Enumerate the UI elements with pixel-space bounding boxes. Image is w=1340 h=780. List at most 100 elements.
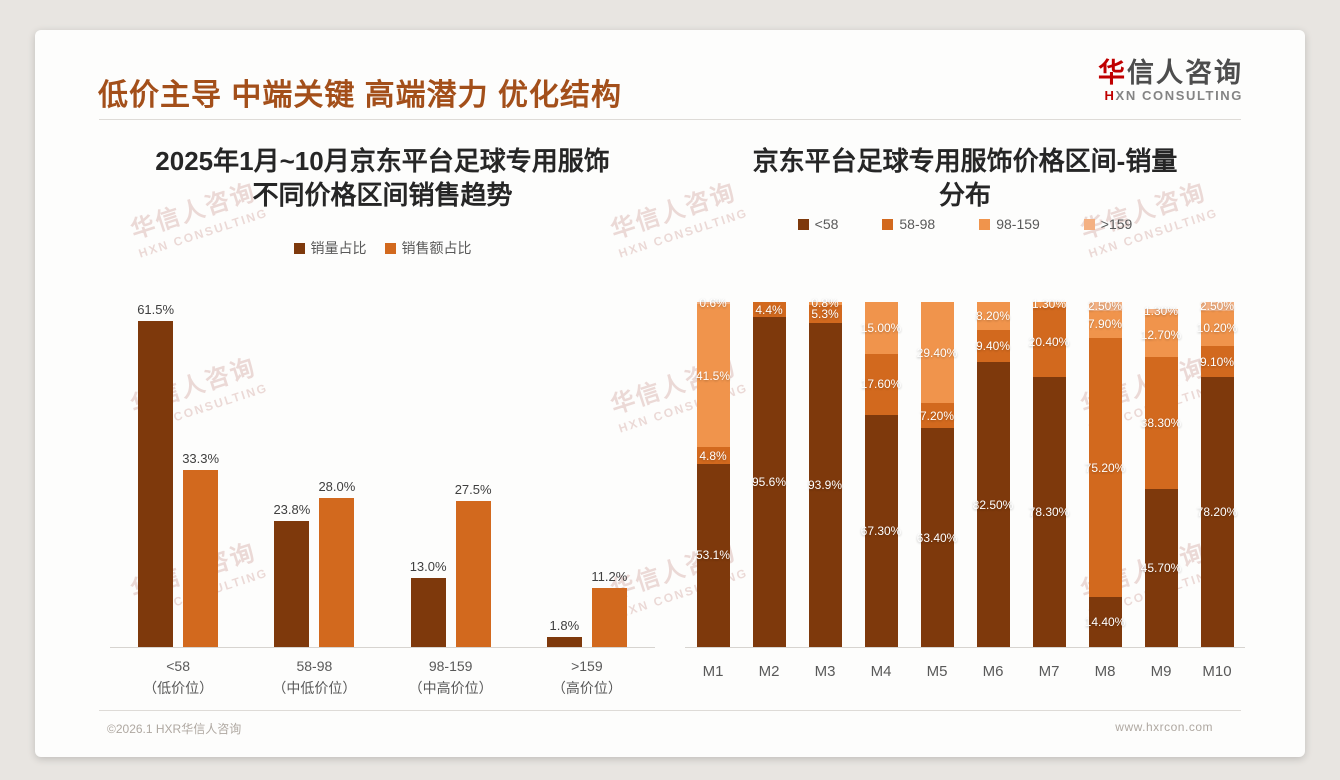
legend-label: 销售额占比: [401, 240, 472, 256]
left-chart-plot: 61.5% 33.3% 23.8% 28.0% 13.0% 27.5% 1.8% 11.2%: [110, 301, 655, 648]
month-label: M6: [982, 663, 1004, 680]
segment-value-label: 5.3%: [811, 306, 839, 321]
segment-<58: 95.6%: [752, 317, 786, 647]
left-chart-x-axis: <58 （低价位） 58-98 （中低价位） 98-159 （中高价位） >159 （高价位）: [110, 656, 655, 699]
logo-en-rest: XN CONSULTING: [1115, 88, 1243, 104]
segment-58-98: 9.10%: [1200, 345, 1234, 378]
category-label-range: >159: [571, 658, 603, 674]
segment-98-159: 1.30%: [1032, 297, 1066, 311]
stacked-bar: 63.40% 7.20% 29.40%: [917, 302, 957, 647]
segment-<58: 78.20%: [1197, 377, 1237, 647]
month-label: M3: [814, 663, 836, 680]
month-label: M4: [870, 663, 892, 680]
segment-98-159: 29.40%: [917, 302, 957, 404]
slide-card: 华信人咨询 HXN CONSULTING 华信人咨询 HXN CONSULTING 华信…: [35, 30, 1305, 757]
segment-98-159: 41.5%: [696, 304, 730, 448]
bar-value-label: 28.0%: [318, 479, 356, 495]
page-title: 低价主导 中端关键 高端潜力 优化结构: [98, 79, 623, 112]
segment-value-label: 1.30%: [1031, 297, 1067, 312]
segment-<58: 14.40%: [1085, 597, 1125, 647]
segment-value-label: 1.30%: [1143, 304, 1179, 319]
bar-value-label: 11.2%: [591, 568, 628, 584]
logo-cn-rest: 信人咨询: [1127, 58, 1243, 88]
logo-cn-red: 华: [1098, 58, 1127, 88]
month-label: M7: [1038, 663, 1060, 680]
stacked-bar-slot: 93.9% 5.3% 0.8%: [797, 296, 853, 647]
stacked-bar-slot: 67.30% 17.60% 15.00%: [853, 302, 909, 647]
legend-swatch: [979, 218, 991, 230]
legend-item: 98-159: [979, 216, 1040, 232]
segment-value-label: 17.60%: [860, 377, 902, 392]
legend-label: 98-159: [996, 216, 1040, 232]
stacked-bar-slot: 63.40% 7.20% 29.40%: [909, 302, 965, 647]
stacked-bar: 78.30% 20.40% 1.30%: [1029, 297, 1069, 647]
month-label: M5: [926, 663, 948, 680]
bar-销量占比: 23.8%: [273, 502, 310, 647]
bar-value-label: 33.3%: [182, 451, 220, 467]
segment-<58: 93.9%: [808, 323, 842, 647]
stacked-bar-slot: 14.40% 75.20% 7.90% 2.50%: [1077, 299, 1133, 647]
stacked-bar: 67.30% 17.60% 15.00%: [861, 302, 901, 647]
month-label: M10: [1202, 663, 1232, 680]
category-label: <58 （低价位）: [110, 656, 246, 699]
bar-销售额占比: 28.0%: [318, 479, 355, 647]
right-chart-title-line1: 京东平台足球专用服饰价格区间-销量: [752, 146, 1178, 176]
segment-value-label: 78.20%: [1196, 505, 1238, 520]
legend-item: 销售额占比: [384, 238, 472, 258]
right-chart-plot: 53.1% 4.8% 41.5% 0.6% 95.6% 4.4% 93.9% 5.3% 0.8%…: [685, 296, 1245, 648]
segment-<58: 63.40%: [917, 428, 957, 647]
segment-58-98: 17.60%: [861, 354, 901, 415]
segment-58-98: 4.8%: [696, 447, 730, 464]
legend-swatch: [797, 218, 809, 230]
bar-group: 61.5% 33.3%: [110, 301, 246, 647]
category-label-tier: （低价位）: [143, 679, 214, 696]
category-label-tier: （高价位）: [551, 679, 622, 696]
segment-value-label: 10.20%: [1196, 321, 1238, 336]
legend-label: >159: [1100, 216, 1133, 232]
segment-98-159: 7.90%: [1087, 310, 1123, 338]
legend-item: >159: [1083, 216, 1133, 232]
legend-item: 58-98: [882, 216, 935, 232]
category-label-range: 58-98: [296, 658, 333, 674]
bar-group: 1.8% 11.2%: [519, 303, 655, 647]
legend-swatch: [1083, 218, 1095, 230]
segment-value-label: 14.40%: [1084, 615, 1126, 630]
segment-value-label: 0.8%: [811, 296, 839, 311]
legend-item: <58: [797, 216, 838, 232]
legend-swatch: [882, 218, 894, 230]
segment-value-label: 15.00%: [860, 321, 902, 336]
segment-value-label: 45.70%: [1140, 561, 1182, 576]
bar-value-label: 61.5%: [137, 301, 175, 317]
segment-58-98: 20.40%: [1029, 306, 1069, 377]
segment-98-159: 15.00%: [861, 302, 901, 355]
watermark-subtext: HXN CONSULTING: [1086, 205, 1220, 261]
legend-swatch: [384, 242, 396, 254]
category-label: 58-98 （中低价位）: [246, 656, 382, 699]
segment-value-label: 63.40%: [916, 530, 958, 545]
footer-divider: [99, 710, 1241, 711]
stacked-bar-slot: 53.1% 4.8% 41.5% 0.6%: [685, 296, 741, 647]
segment-value-label: 78.30%: [1028, 504, 1070, 519]
stacked-bar-slot: 78.20% 9.10% 10.20% 2.50%: [1189, 299, 1245, 647]
left-chart-title: 2025年1月~10月京东平台足球专用服饰 不同价格区间销售趋势: [105, 144, 660, 213]
month-label: M8: [1094, 663, 1116, 680]
legend-label: 58-98: [899, 216, 936, 232]
stacked-bar-slot: 78.30% 20.40% 1.30%: [1021, 297, 1077, 647]
segment->159: 1.30%: [1144, 304, 1178, 318]
segment-value-label: 7.90%: [1087, 317, 1123, 332]
segment-value-label: 20.40%: [1028, 334, 1070, 349]
segment->159: 2.50%: [1200, 299, 1234, 313]
stacked-bar: 78.20% 9.10% 10.20% 2.50%: [1197, 299, 1237, 647]
legend-swatch: [293, 242, 305, 254]
right-chart-title: 京东平台足球专用服饰价格区间-销量 分布: [685, 144, 1245, 213]
segment-58-98: 75.20%: [1085, 337, 1125, 598]
segment-value-label: 82.50%: [972, 497, 1014, 512]
segment-value-label: 8.20%: [975, 308, 1011, 323]
segment-<58: 67.30%: [861, 414, 901, 647]
segment-value-label: 12.70%: [1140, 328, 1182, 343]
bar-销量占比: 1.8%: [546, 618, 582, 647]
segment-value-label: 4.8%: [699, 448, 727, 463]
segment->159: 2.50%: [1088, 299, 1122, 313]
bar-group: 23.8% 28.0%: [246, 303, 382, 647]
category-label-range: <58: [166, 658, 190, 674]
